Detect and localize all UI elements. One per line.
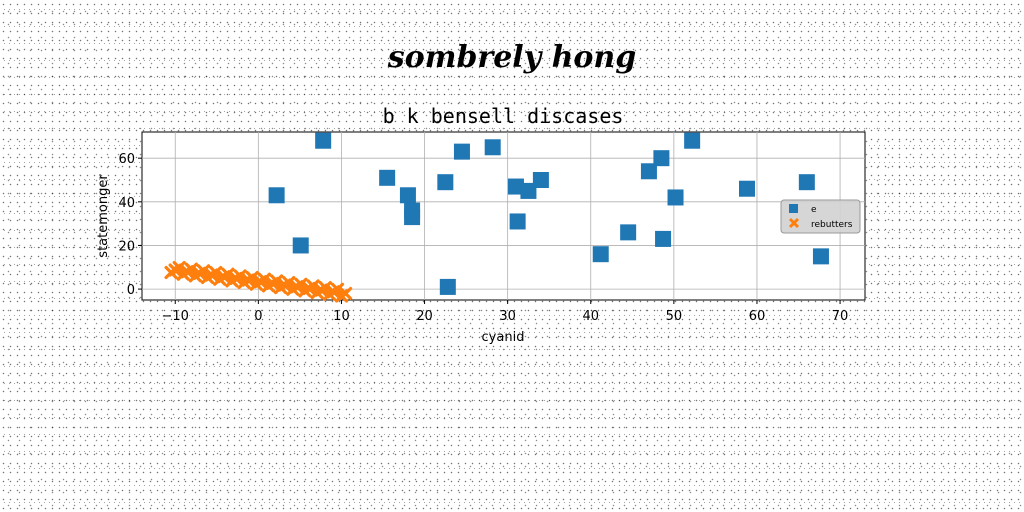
data-point-rebutters	[184, 262, 198, 276]
legend-label-rebutters: rebutters	[811, 220, 853, 230]
legend: e rebutters	[780, 199, 861, 234]
data-point-e	[592, 246, 609, 263]
data-point-e	[640, 163, 657, 180]
data-point-e	[620, 224, 637, 241]
x-tick-label: 60	[749, 309, 766, 324]
data-point-rebutters	[196, 264, 211, 278]
data-point-rebutters	[209, 265, 223, 280]
chart-title: b k bensell discases	[383, 104, 624, 128]
x-tick-label: 0	[254, 309, 262, 324]
x-tick-label: 40	[582, 309, 599, 324]
x-tick-label: 20	[416, 309, 433, 324]
x-tick-label: 10	[333, 309, 350, 324]
x-tick-label: −10	[162, 309, 189, 324]
data-point-e	[655, 230, 672, 247]
x-tick-label: 70	[832, 309, 849, 324]
data-point-rebutters	[339, 286, 353, 301]
legend-marker-rebutters	[788, 217, 800, 229]
data-point-rebutters	[318, 281, 332, 295]
data-point-e	[667, 189, 684, 206]
x-axis-label: cyanid	[482, 330, 525, 345]
y-axis-label: statemonger	[96, 174, 111, 258]
x-tick-label: 30	[499, 309, 516, 324]
data-point-e	[738, 180, 755, 197]
data-point-e	[268, 187, 285, 204]
data-point-e	[507, 178, 524, 195]
axis-ticks: −10 0 10 20 30 40 50 60 70 0 20 40 60	[118, 152, 848, 324]
plot-area	[141, 131, 866, 301]
data-point-e	[812, 248, 829, 265]
data-point-e	[437, 174, 454, 191]
data-point-e	[532, 172, 549, 188]
data-point-e	[379, 169, 396, 186]
legend-label-e: e	[811, 205, 817, 215]
data-point-e	[315, 132, 332, 149]
series-marks	[164, 132, 829, 303]
data-point-e	[439, 278, 456, 295]
data-point-e	[404, 202, 421, 219]
data-point-rebutters	[282, 275, 296, 290]
data-point-e	[453, 143, 470, 160]
data-point-e	[399, 187, 416, 204]
data-point-e	[484, 139, 501, 156]
data-point-rebutters	[330, 282, 345, 296]
y-tick-label: 40	[118, 196, 135, 211]
data-point-e	[684, 132, 701, 149]
data-point-rebutters	[245, 270, 259, 285]
data-point-e	[509, 213, 526, 230]
y-tick-label: 0	[127, 283, 135, 298]
figure-suptitle: sombrely hong	[387, 40, 637, 75]
x-tick-label: 50	[666, 309, 683, 324]
legend-marker-e	[789, 204, 798, 213]
y-tick-label: 20	[118, 239, 135, 254]
data-point-rebutters	[270, 274, 284, 288]
data-point-e	[292, 237, 309, 254]
data-point-rebutters	[172, 260, 186, 275]
data-point-rebutters	[233, 269, 247, 283]
data-point-rebutters	[221, 267, 235, 281]
data-point-e	[798, 174, 815, 191]
data-point-rebutters	[257, 272, 272, 286]
data-point-e	[520, 182, 537, 199]
y-tick-label: 60	[118, 152, 135, 167]
data-point-rebutters	[294, 277, 308, 291]
legend-box	[780, 199, 861, 234]
data-point-rebutters	[306, 279, 320, 293]
data-point-e	[653, 150, 670, 167]
